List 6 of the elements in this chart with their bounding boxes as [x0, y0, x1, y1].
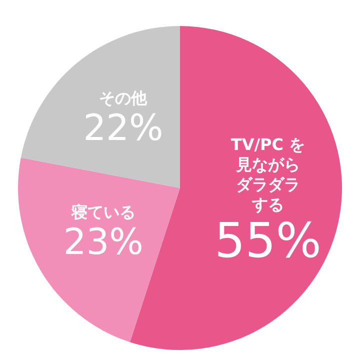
slice-label: 寝ている	[70, 202, 136, 222]
pie-slice	[20, 26, 180, 188]
pie-slice	[18, 158, 180, 342]
slice-label: TV/PC を見ながらダラダラする	[230, 134, 306, 214]
data-label: 55%	[214, 213, 322, 270]
data-label: 23%	[63, 222, 144, 263]
